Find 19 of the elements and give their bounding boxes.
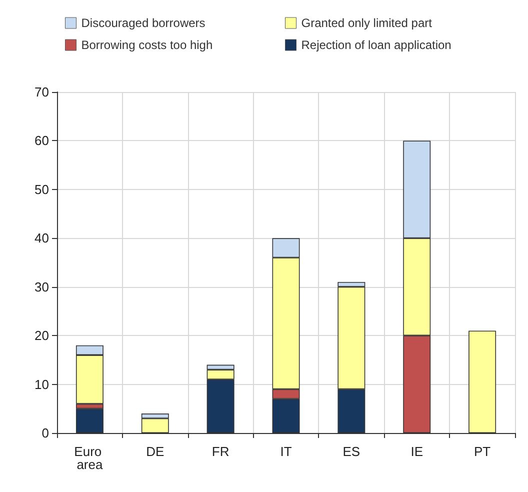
y-tick-label: 60 (34, 133, 49, 148)
y-tick-label: 10 (34, 376, 49, 392)
y-tick-label: 40 (34, 230, 49, 246)
y-tick-label: 30 (34, 279, 49, 294)
legend-label: Discouraged borrowers (81, 16, 206, 30)
x-tick-label: PT (474, 444, 491, 459)
y-tick-label: 70 (34, 84, 49, 100)
y-tick-label: 0 (42, 426, 49, 440)
y-tick-label: 50 (34, 182, 49, 197)
x-tick-label: IE (410, 444, 424, 459)
y-tick-label: 20 (34, 328, 49, 344)
x-tick-label: DE (146, 444, 164, 459)
x-tick-label: ES (342, 444, 360, 459)
legend-label: Rejection of loan application (301, 38, 452, 52)
legend-label: Granted only limited part (301, 16, 433, 30)
x-tick-label: IT (280, 444, 292, 459)
legend-label: Borrowing costs too high (81, 38, 213, 52)
x-tick-label: Euro area (74, 444, 106, 472)
x-tick-label: FR (212, 444, 230, 459)
